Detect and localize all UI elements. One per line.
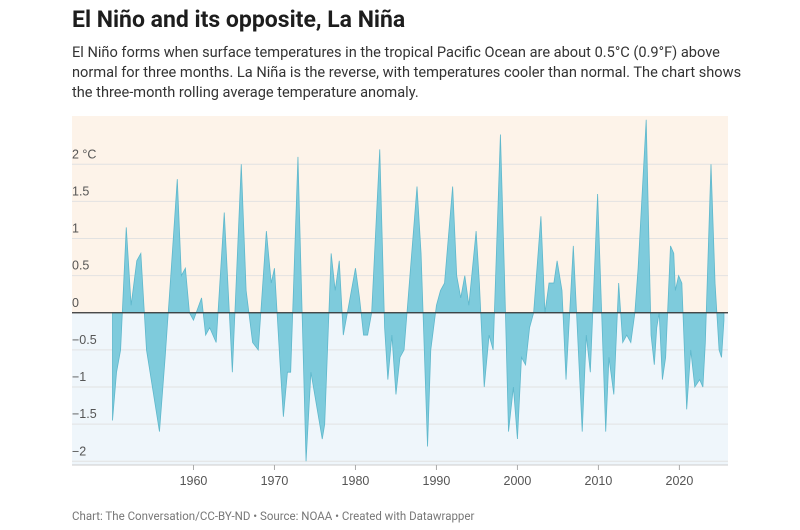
- y-tick-label: 0.5: [72, 259, 89, 273]
- chart-subtitle: El Niño forms when surface temperatures …: [72, 43, 742, 101]
- x-tick-label: 2000: [504, 474, 532, 488]
- x-tick-label: 1970: [261, 474, 289, 488]
- chart-title: El Niño and its opposite, La Niña: [72, 6, 406, 33]
- chart-footer: Chart: The Conversation/CC-BY-ND • Sourc…: [72, 509, 475, 523]
- x-tick-label: 1980: [342, 474, 370, 488]
- y-tick-label: 1: [72, 222, 79, 236]
- y-tick-label: −2: [72, 444, 86, 458]
- y-tick-label: 2 °C: [72, 147, 96, 161]
- y-tick-label: −1: [72, 370, 86, 384]
- x-tick-label: 2010: [585, 474, 613, 488]
- anomaly-area: [112, 119, 725, 462]
- x-tick-label: 1960: [180, 474, 208, 488]
- y-tick-label: −1.5: [72, 407, 97, 421]
- y-tick-label: −0.5: [72, 333, 97, 347]
- y-tick-label: 0: [72, 296, 79, 310]
- y-tick-label: 1.5: [72, 184, 89, 198]
- x-tick-label: 1990: [423, 474, 451, 488]
- chart: 2 °C 1.5 1 0.5 0 −0.5 −1 −1.5 −2 1960 1970 1980 1990…: [72, 116, 728, 488]
- x-tick-label: 2020: [666, 474, 694, 488]
